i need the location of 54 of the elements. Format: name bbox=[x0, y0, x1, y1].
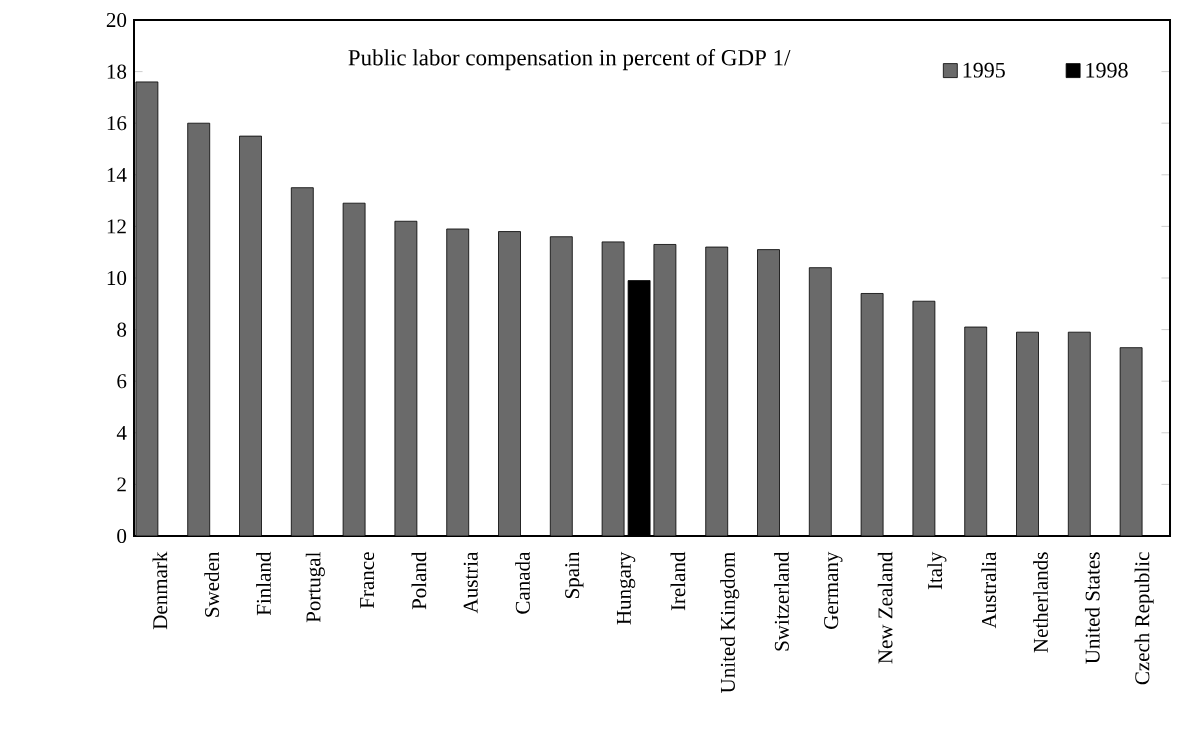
bar bbox=[135, 81, 159, 536]
bar bbox=[757, 249, 780, 536]
bar bbox=[187, 122, 211, 536]
bar bbox=[446, 228, 470, 536]
bar bbox=[808, 267, 832, 536]
bar bbox=[290, 187, 314, 536]
x-tick-label: Denmark bbox=[152, 551, 168, 630]
bar bbox=[653, 244, 677, 536]
x-tick-label: New Zealand bbox=[877, 551, 893, 664]
x-tick-label: Spain bbox=[565, 551, 584, 599]
bar bbox=[394, 220, 418, 536]
bar bbox=[860, 293, 884, 536]
bar bbox=[964, 326, 988, 536]
legend-label: 1995 bbox=[963, 62, 1005, 78]
y-tick-label: 8 bbox=[117, 322, 127, 337]
y-tick-label: 18 bbox=[107, 64, 127, 79]
bar bbox=[498, 231, 521, 536]
bar bbox=[705, 246, 729, 536]
y-tick-label: 6 bbox=[117, 374, 127, 389]
y-tick-label: 20 bbox=[106, 12, 127, 28]
x-tick-label: Canada bbox=[515, 551, 530, 614]
x-tick-label: Finland bbox=[256, 551, 271, 616]
y-tick-label: 4 bbox=[116, 425, 127, 440]
x-tick-label: United States bbox=[1084, 552, 1100, 664]
x-tick-label: United Kingdom bbox=[720, 551, 740, 693]
x-tick-label: France bbox=[360, 552, 375, 609]
bar bbox=[1067, 331, 1091, 536]
bar bbox=[342, 202, 366, 536]
bar bbox=[549, 236, 573, 536]
y-tick-label: 0 bbox=[117, 528, 127, 544]
y-tick-label: 14 bbox=[107, 167, 127, 182]
y-tick-label: 2 bbox=[117, 477, 126, 492]
text: Public labor compensation in percent of GDP 1/ bbox=[348, 49, 791, 71]
y-tick-label: 10 bbox=[107, 270, 127, 286]
bar bbox=[1016, 331, 1039, 536]
legend-label: 1998 bbox=[1086, 62, 1128, 78]
y-tick-label: 16 bbox=[107, 116, 127, 131]
bar bbox=[601, 241, 625, 536]
x-tick-label: Hungary bbox=[616, 551, 636, 625]
x-tick-label: Germany bbox=[824, 551, 843, 629]
x-tick-label: Portugal bbox=[305, 552, 325, 623]
x-tick-label: Australia bbox=[981, 551, 997, 629]
x-tick-label: Czech Republic bbox=[1134, 552, 1154, 685]
x-tick-label: Switzerland bbox=[774, 551, 789, 651]
x-tick-label: Austria bbox=[463, 551, 478, 614]
y-tick-label: 12 bbox=[107, 219, 126, 234]
x-tick-label: Sweden bbox=[204, 551, 220, 617]
x-tick-label: Ireland bbox=[670, 551, 686, 611]
x-tick-label: Netherlands bbox=[1033, 552, 1048, 653]
bar bbox=[1119, 347, 1143, 536]
x-tick-label: Poland bbox=[411, 551, 427, 610]
bar bbox=[912, 300, 936, 536]
x-tick-label: Italy bbox=[927, 551, 947, 590]
bar bbox=[239, 135, 262, 536]
